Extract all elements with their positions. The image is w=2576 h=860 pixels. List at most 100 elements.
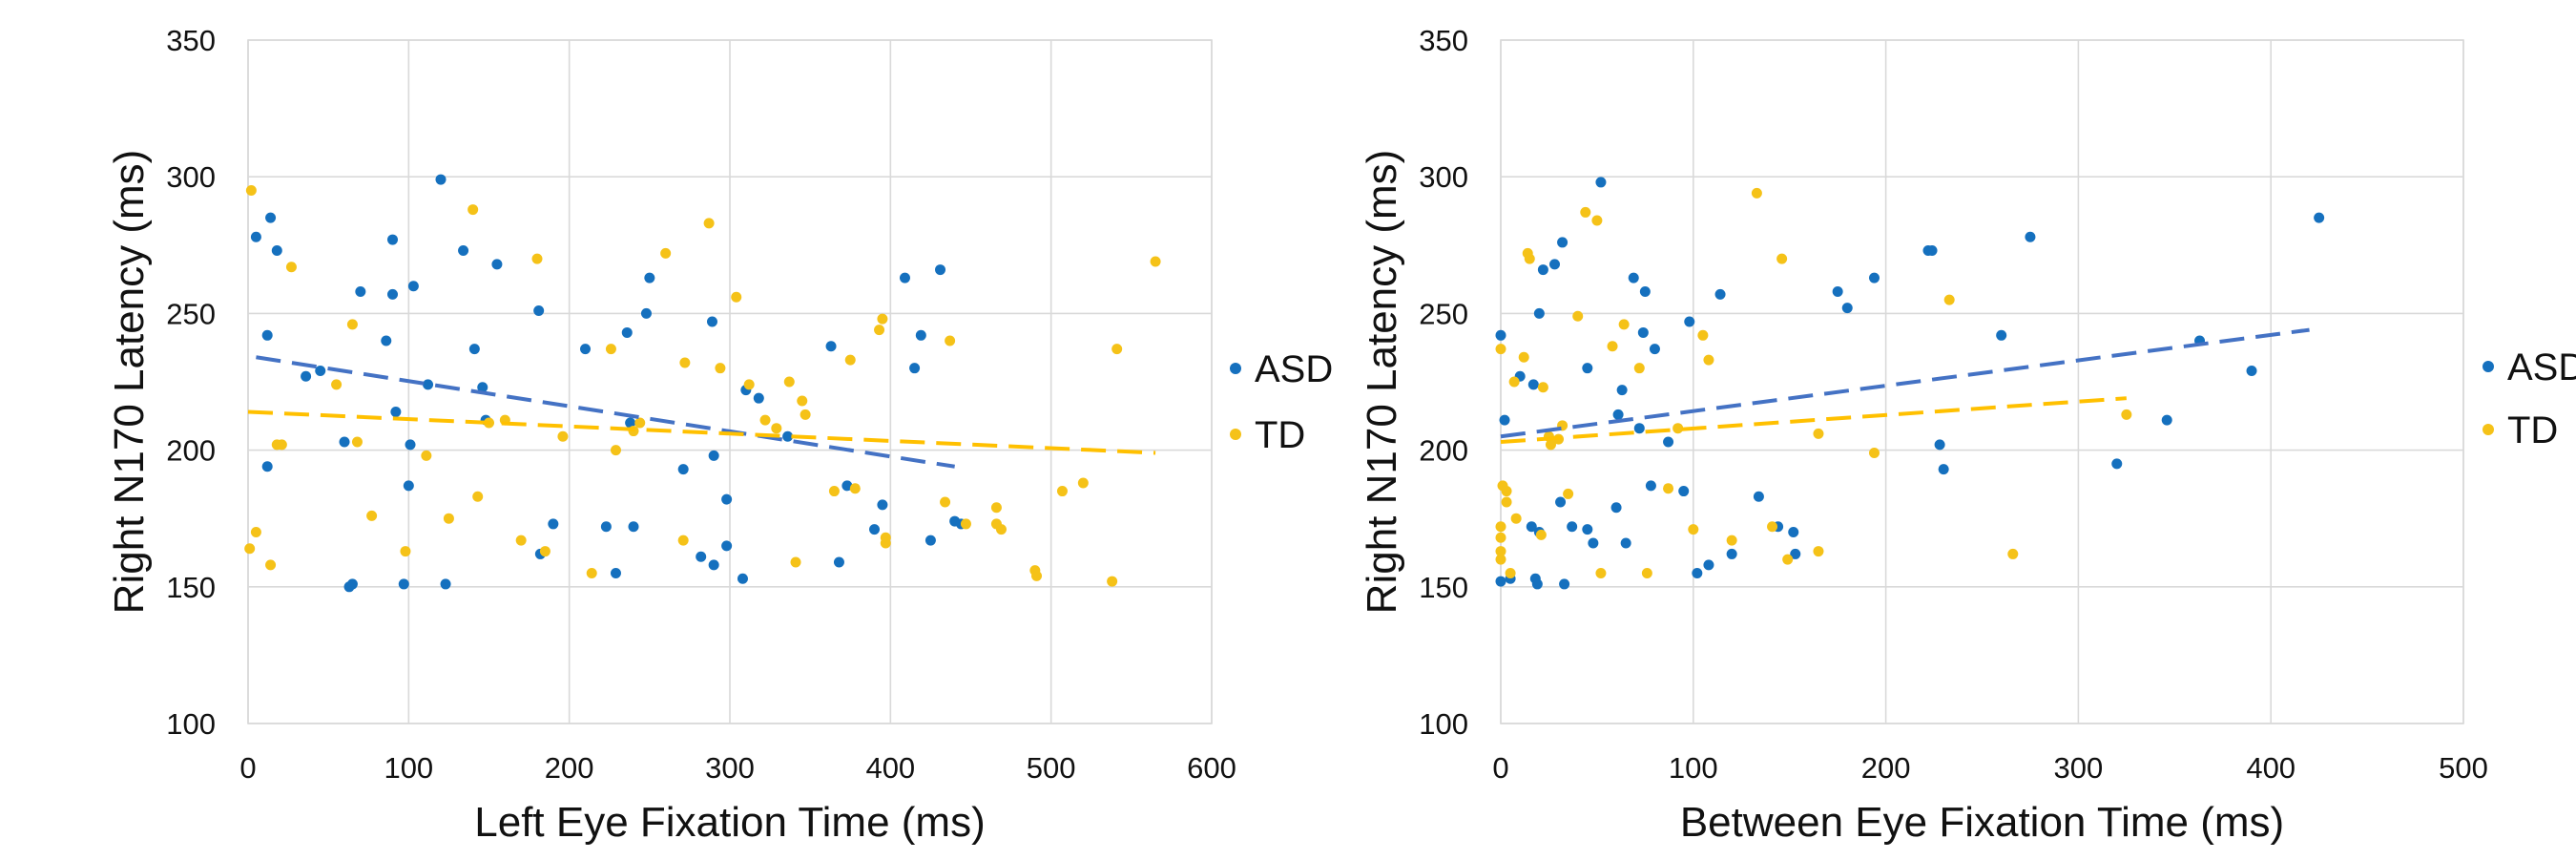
data-point-asd (909, 363, 921, 374)
data-point-asd (261, 461, 273, 472)
data-point-td (1524, 253, 1535, 264)
trendline-asd (256, 355, 955, 469)
data-point-td (743, 379, 755, 390)
data-point-asd (621, 326, 633, 338)
data-point-asd (387, 288, 398, 300)
data-point-td (1031, 570, 1043, 581)
data-point-td (265, 559, 277, 571)
trendline-td (247, 409, 1156, 455)
data-point-td (2007, 548, 2019, 559)
data-point-asd (339, 436, 350, 448)
chart-1: 100 150 200 250 300 350 0 100 200 300 400 500 600 Lef… (106, 24, 1333, 846)
data-point-td (1688, 524, 1699, 535)
y-tick-label: 100 (166, 707, 216, 741)
data-point-td (790, 556, 801, 568)
data-point-td (1595, 567, 1607, 578)
data-point-td (1591, 215, 1603, 226)
data-point-td (1663, 483, 1674, 494)
data-point-td (1563, 488, 1574, 499)
data-point-asd (1567, 521, 1578, 533)
trendline-asd (1500, 327, 2310, 439)
data-point-td (1633, 363, 1645, 374)
data-point-asd (1527, 379, 1539, 390)
data-point-td (1077, 477, 1089, 489)
data-point-asd (833, 556, 844, 568)
data-point-asd (1684, 316, 1695, 327)
x-tick-label: 600 (1187, 751, 1236, 785)
data-point-td (877, 313, 888, 325)
data-point-asd (265, 212, 277, 223)
data-point-td (1813, 428, 1824, 439)
data-point-td (400, 546, 411, 557)
data-point-td (759, 414, 771, 426)
data-point-td (586, 567, 597, 578)
data-point-td (1501, 486, 1512, 497)
y-tick-label: 200 (1419, 434, 1468, 468)
data-point-asd (640, 307, 652, 319)
y-tick-label: 250 (1419, 297, 1468, 330)
data-point-td (610, 445, 621, 456)
x-tick-label: 200 (1861, 751, 1911, 785)
x-tick-label: 500 (2439, 751, 2488, 785)
data-point-asd (1996, 329, 2007, 341)
data-point-td (1572, 310, 1584, 322)
y-tick-label: 300 (1419, 160, 1468, 194)
data-point-asd (924, 535, 936, 546)
data-point-td (2121, 409, 2132, 420)
y-axis-label: Right N170 Latency (ms) (1359, 150, 1405, 615)
data-point-asd (477, 382, 488, 393)
data-point-td (351, 436, 363, 448)
y-tick-label: 300 (166, 160, 216, 194)
data-point-asd (1788, 527, 1799, 538)
data-point-asd (2025, 231, 2036, 242)
data-point-td (1107, 576, 1118, 587)
y-tick-label: 350 (166, 24, 216, 57)
series-asd (250, 174, 966, 593)
data-point-td (1868, 447, 1880, 458)
data-point-asd (721, 493, 733, 505)
y-tick-label: 100 (1419, 707, 1468, 741)
data-point-asd (1938, 464, 1949, 475)
data-point-asd (301, 370, 312, 382)
data-point-td (1697, 329, 1709, 341)
data-point-td (250, 527, 261, 538)
trendline-td (1500, 396, 2127, 445)
data-point-asd (625, 417, 636, 429)
data-point-asd (1557, 237, 1568, 248)
series-td (1495, 187, 2132, 578)
data-point-asd (1926, 245, 1938, 257)
data-point-asd (1612, 409, 1624, 420)
data-point-td (515, 535, 527, 546)
data-point-td (783, 376, 795, 388)
data-point-asd (869, 524, 880, 535)
data-point-td (245, 185, 257, 197)
data-point-td (1641, 567, 1652, 578)
data-point-td (1505, 567, 1516, 578)
data-point-td (244, 543, 256, 555)
x-axis-label: Between Eye Fixation Time (ms) (1680, 799, 2284, 846)
data-point-td (1508, 376, 1520, 388)
data-point-asd (491, 259, 503, 270)
y-tick-label: 250 (166, 297, 216, 330)
data-point-td (1943, 294, 1955, 305)
data-point-asd (423, 379, 434, 390)
x-tick-label: 100 (384, 751, 433, 785)
data-point-td (828, 486, 840, 497)
data-point-td (990, 502, 1002, 514)
data-point-td (1618, 319, 1630, 330)
x-tick-label: 100 (1669, 751, 1718, 785)
data-point-td (1813, 546, 1824, 557)
data-point-asd (1549, 259, 1561, 270)
series-td (244, 185, 1161, 587)
legend-label-asd: ASD (1255, 348, 1333, 390)
data-point-asd (315, 366, 326, 377)
data-point-asd (899, 272, 910, 283)
data-point-asd (1753, 491, 1764, 502)
data-point-td (634, 417, 646, 429)
data-point-asd (580, 344, 591, 355)
data-point-asd (708, 559, 719, 571)
data-point-asd (1649, 344, 1660, 355)
data-point-asd (877, 499, 888, 511)
data-point-asd (1645, 480, 1656, 492)
data-point-asd (548, 518, 559, 530)
